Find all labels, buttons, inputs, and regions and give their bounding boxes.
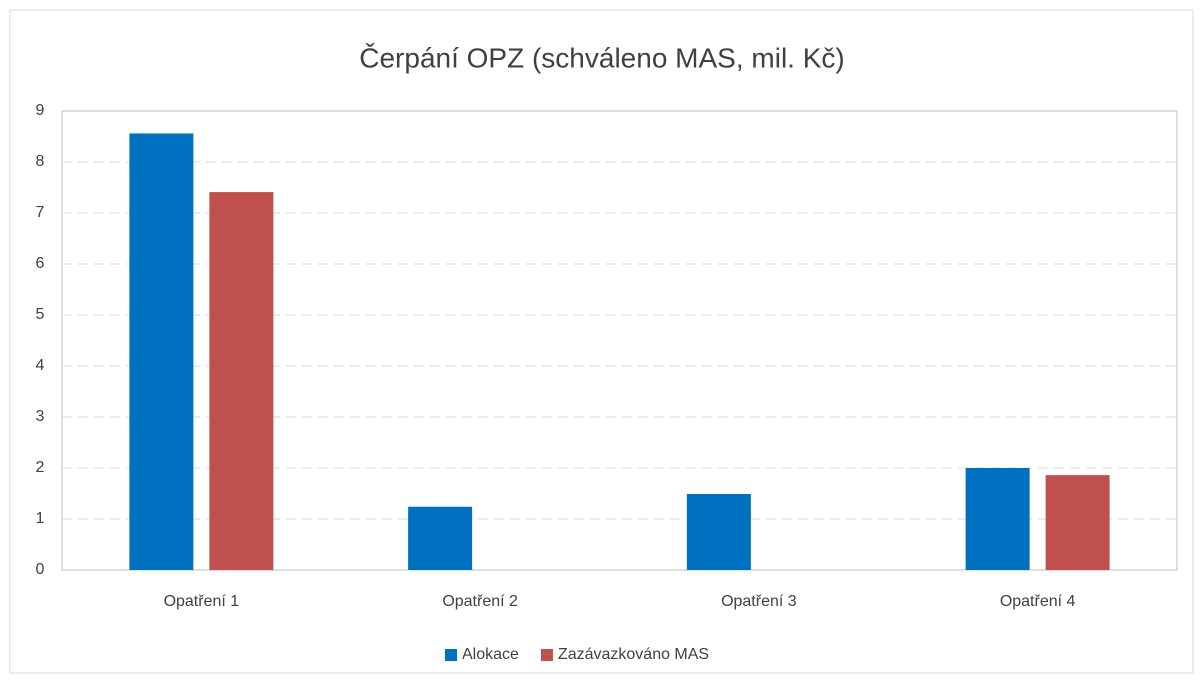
chart-title: Čerpání OPZ (schváleno MAS, mil. Kč) [359, 42, 844, 73]
y-tick-label: 8 [36, 153, 45, 170]
y-tick-label: 1 [36, 510, 45, 527]
plot-frame [61, 110, 1178, 571]
x-tick-label: Opatření 2 [442, 593, 518, 610]
legend-label: Zazávazkováno MAS [558, 646, 709, 663]
y-tick-label: 5 [36, 306, 45, 323]
x-tick-label: Opatření 1 [164, 593, 240, 610]
bar [408, 506, 473, 570]
legend-label: Alokace [462, 646, 519, 663]
x-tick-label: Opatření 3 [721, 593, 797, 610]
y-tick-label: 0 [36, 561, 45, 578]
x-tick-label: Opatření 4 [1000, 593, 1076, 610]
bar [686, 494, 751, 570]
y-tick-label: 9 [36, 102, 45, 119]
bar [1045, 475, 1110, 570]
legend-swatch [540, 649, 553, 661]
y-tick-label: 3 [36, 408, 45, 425]
bar [209, 192, 274, 570]
y-tick-label: 7 [36, 204, 45, 221]
bar [965, 468, 1030, 570]
y-tick-label: 2 [36, 459, 45, 476]
y-tick-label: 6 [36, 255, 45, 272]
legend-swatch [445, 649, 457, 661]
y-tick-label: 4 [36, 357, 45, 374]
bar [129, 133, 194, 570]
